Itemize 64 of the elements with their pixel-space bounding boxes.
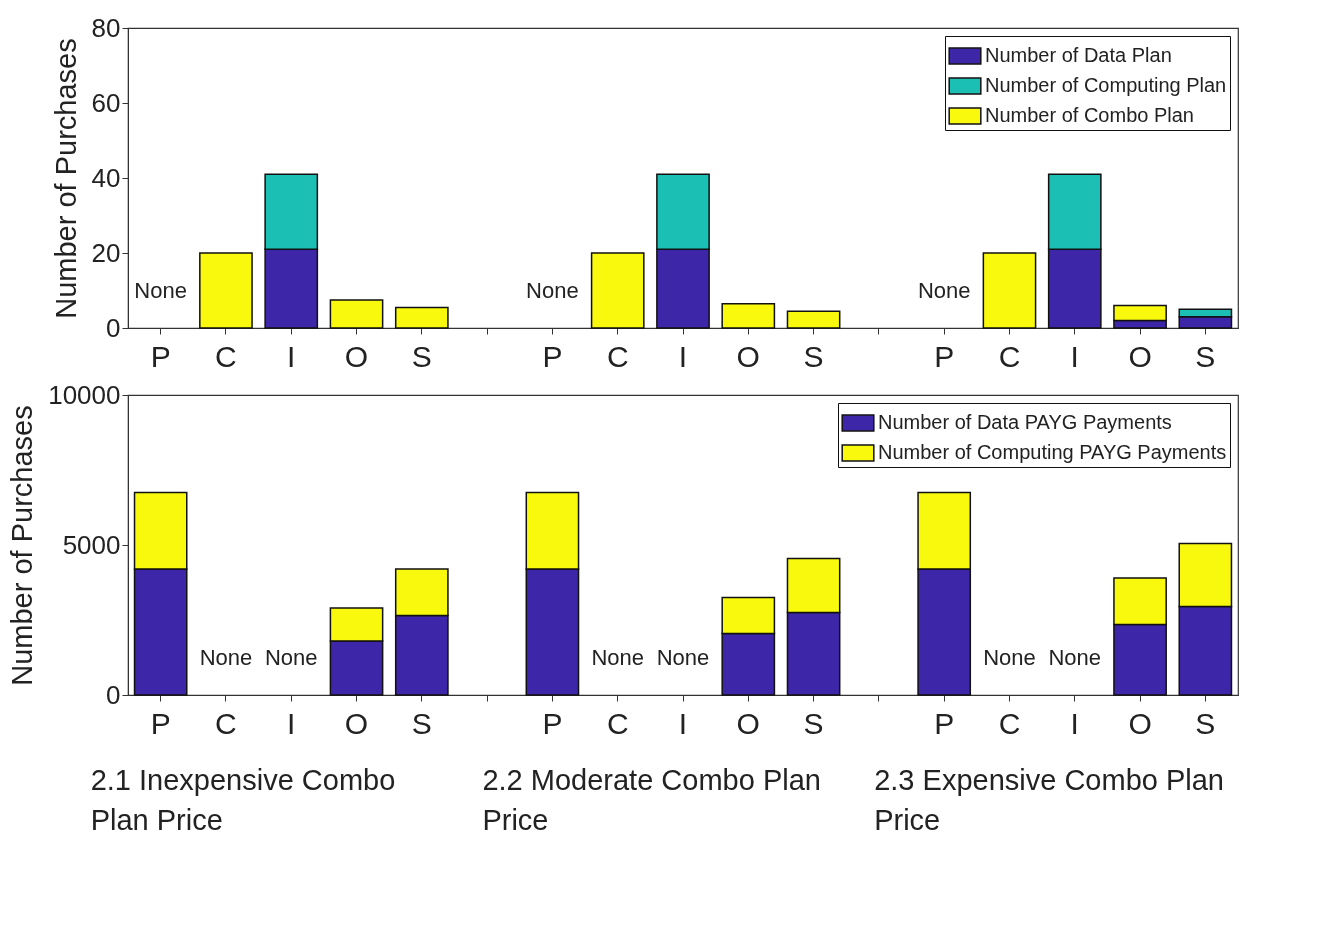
- y-tick-label: 80: [91, 12, 121, 43]
- x-tick-label: S: [411, 706, 432, 740]
- x-tick-label: O: [736, 706, 760, 740]
- y-tick-label: 5000: [62, 529, 121, 560]
- x-tick-label: I: [678, 706, 688, 740]
- x-tick-label: S: [1195, 339, 1216, 373]
- text: 2.2 Moderate Combo Plan Price: [482, 764, 821, 836]
- bar: [394, 306, 449, 329]
- text: None: [656, 645, 710, 670]
- legend-label: Number of Data Plan: [985, 44, 1172, 66]
- x-tick-label: I: [287, 706, 296, 740]
- text: None: [264, 645, 318, 670]
- y-tick-label: 0: [106, 679, 121, 710]
- x-tick-label: C: [606, 339, 629, 373]
- text: None: [917, 278, 971, 303]
- x-tick-label: P: [542, 706, 563, 740]
- x-tick-label: P: [542, 339, 563, 373]
- x-tick-label: I: [287, 339, 296, 373]
- x-tick-label: I: [678, 339, 688, 373]
- y-tick-label: 0: [106, 312, 121, 343]
- text: None: [1048, 645, 1102, 670]
- legend-label: Number of Computing Plan: [985, 74, 1227, 96]
- bar: [721, 302, 776, 329]
- text: None: [199, 645, 253, 670]
- x-tick-label: C: [215, 706, 237, 740]
- text: None: [591, 645, 644, 670]
- x-tick-label: O: [736, 339, 760, 373]
- text: 2.3 Expensive Combo Plan Price: [874, 764, 1224, 836]
- legend-label: Number of Data PAYG Payments: [878, 411, 1172, 433]
- y-axis-title: Number of Purchases: [6, 405, 39, 686]
- bar: [590, 252, 645, 329]
- x-tick-label: P: [150, 339, 171, 373]
- bar: [329, 299, 384, 329]
- x-tick-label: O: [344, 339, 369, 373]
- x-tick-label: I: [1070, 339, 1079, 373]
- legend-label: Number of Combo Plan: [985, 104, 1194, 126]
- x-tick-label: O: [1128, 706, 1152, 740]
- bar: [982, 252, 1037, 329]
- legend-label: Number of Computing PAYG Payments: [878, 441, 1227, 463]
- text: None: [134, 278, 187, 303]
- x-tick-label: S: [411, 339, 432, 373]
- y-tick-label: 20: [91, 237, 121, 268]
- x-tick-label: C: [215, 339, 237, 373]
- x-tick-label: O: [344, 706, 369, 740]
- x-tick-label: S: [1195, 706, 1216, 740]
- text: 2.1 Inexpensive Combo Plan Price: [90, 764, 396, 836]
- x-tick-label: P: [934, 339, 955, 373]
- x-tick-label: C: [998, 706, 1021, 740]
- bar: [786, 310, 841, 329]
- y-tick-label: 40: [91, 162, 121, 193]
- x-tick-label: P: [934, 706, 955, 740]
- x-tick-label: S: [803, 339, 824, 373]
- y-tick-label: 60: [91, 87, 121, 118]
- y-axis-title: Number of Purchases: [49, 38, 82, 319]
- x-tick-label: C: [606, 706, 629, 740]
- x-tick-label: O: [1128, 339, 1152, 373]
- x-tick-label: P: [150, 706, 171, 740]
- x-tick-label: S: [803, 706, 824, 740]
- x-tick-label: C: [998, 339, 1021, 373]
- text: None: [526, 278, 579, 303]
- text: None: [983, 645, 1036, 670]
- y-tick-label: 10000: [48, 379, 121, 410]
- x-tick-label: I: [1070, 706, 1079, 740]
- bar: [199, 252, 253, 329]
